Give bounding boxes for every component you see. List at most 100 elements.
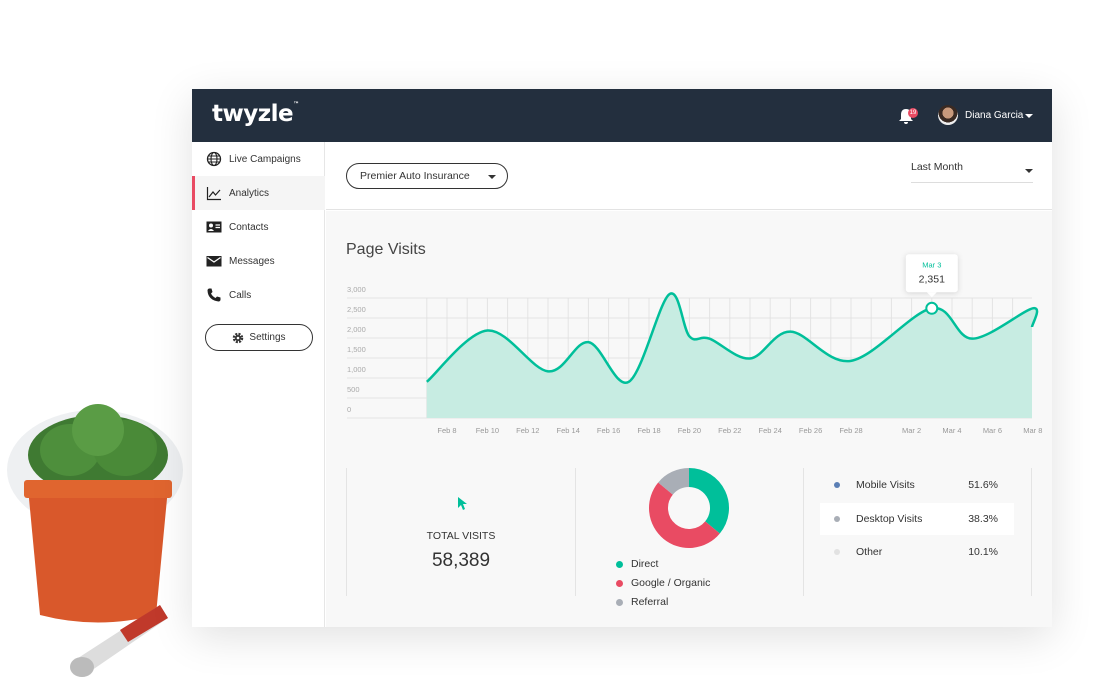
device-label: Other [856,546,883,558]
user-name[interactable]: Diana Garcia [965,110,1024,121]
globe-icon [206,151,222,167]
tooltip-arrow [926,292,937,298]
x-tick-label: Feb 22 [718,426,741,435]
campaign-dropdown[interactable]: Premier Auto Insurance [346,163,508,189]
gear-icon [233,332,244,343]
envelope-icon [206,256,222,267]
legend-referral: Referral [616,596,668,608]
chevron-down-icon[interactable] [1025,114,1033,118]
logo[interactable]: twyzle™ [212,101,299,127]
x-tick-label: Mar 8 [1023,426,1042,435]
highlight-point [925,301,939,315]
y-tick-label: 500 [347,385,360,394]
traffic-donut-chart [649,468,729,548]
period-dropdown[interactable]: Last Month [911,161,1033,183]
x-tick-label: Feb 16 [597,426,620,435]
legend-label: Direct [631,558,659,570]
avatar[interactable] [938,105,958,125]
x-tick-label: Mar 6 [983,426,1002,435]
y-tick-label: 2,500 [347,305,366,314]
total-visits-card: TOTAL VISITS 58,389 [346,468,575,596]
sidebar-item-analytics[interactable]: Analytics [192,176,325,210]
legend-label: Google / Organic [631,577,711,589]
x-tick-label: Feb 12 [516,426,539,435]
analytics-content: Page Visits 0 500 1,000 1,500 2,000 2,500 3,00… [326,211,1052,627]
device-dot [834,516,840,522]
total-visits-label: TOTAL VISITS [426,530,496,542]
donut-slice-direct [688,468,729,534]
area-fill [426,293,1038,418]
phone-icon [207,288,221,302]
trademark: ™ [293,101,299,108]
logo-text: twyzle [212,101,294,127]
y-tick-label: 3,000 [347,285,366,294]
y-tick-label: 2,000 [347,325,366,334]
sidebar-item-live-campaigns[interactable]: Live Campaigns [192,142,325,176]
sidebar-item-contacts[interactable]: Contacts [192,210,325,244]
device-label: Desktop Visits [856,513,923,525]
x-tick-label: Mar 2 [902,426,921,435]
sidebar-item-label: Contacts [229,221,269,233]
legend-dot [616,598,623,606]
device-label: Mobile Visits [856,479,915,491]
app-window: twyzle™ 19 Diana Garcia Live Campaigns A… [192,89,1052,627]
sidebar-item-messages[interactable]: Messages [192,244,325,278]
page-title: Page Visits [346,241,426,258]
y-tick-label: 0 [347,405,351,414]
legend-label: Referral [631,596,669,608]
y-tick-label: 1,500 [347,345,366,354]
legend-dot [616,560,623,568]
x-tick-label: Feb 24 [759,426,782,435]
tooltip-value: 2,351 [919,273,945,285]
total-visits-value: 58,389 [431,550,491,571]
caret-down-icon [488,175,496,179]
device-pct: 10.1% [968,546,998,558]
device-pct: 51.6% [968,479,998,491]
chart-tooltip: Mar 3 2,351 [905,254,958,298]
donut-slice-google-organic [649,482,720,548]
sidebar: Live Campaigns Analytics Contacts Messag… [192,142,325,627]
contact-card-icon [206,221,222,233]
legend-google-organic: Google / Organic [616,577,710,589]
x-tick-label: Feb 26 [799,426,822,435]
device-pct: 38.3% [968,513,998,525]
sidebar-item-label: Messages [229,255,275,267]
device-row-desktop[interactable]: Desktop Visits 38.3% [820,503,1014,535]
series-line [425,292,1039,384]
page-visits-chart: 0 500 1,000 1,500 2,000 2,500 3,000 Feb 8 Feb 10… [347,254,1042,435]
devices-card [803,468,1032,596]
chart-line-icon [206,187,221,201]
device-dot [834,549,840,555]
toolbar: Premier Auto Insurance Last Month [326,142,1052,210]
tooltip-date: Mar 3 [922,260,941,269]
device-row-mobile[interactable]: Mobile Visits 51.6% [820,469,1014,501]
cursor-icon [458,497,467,510]
tooltip-box [905,254,958,293]
cactus-pot-illustration [7,404,183,677]
donut-slice-referral [658,468,690,496]
y-tick-label: 1,000 [347,365,366,374]
sidebar-item-label: Calls [229,289,252,301]
caret-down-icon [1025,169,1033,173]
device-row-other[interactable]: Other 10.1% [820,536,1014,568]
x-tick-label: Feb 18 [637,426,660,435]
sidebar-item-label: Analytics [229,187,270,199]
x-tick-label: Feb 14 [557,426,580,435]
settings-button[interactable]: Settings [205,324,313,351]
sidebar-item-label: Live Campaigns [229,153,301,165]
x-tick-label: Feb 10 [476,426,499,435]
settings-label: Settings [249,332,286,343]
period-value: Last Month [911,161,963,173]
sidebar-item-calls[interactable]: Calls [192,278,325,312]
notification-badge: 19 [908,108,918,118]
campaign-value: Premier Auto Insurance [360,170,470,182]
x-tick-label: Mar 4 [942,426,961,435]
traffic-sources-card [575,468,803,596]
device-dot [834,482,840,488]
legend-dot [616,579,623,587]
x-tick-label: Feb 8 [437,426,456,435]
legend-direct: Direct [616,558,658,570]
x-tick-label: Feb 20 [678,426,701,435]
top-header: twyzle™ 19 Diana Garcia [192,89,1052,142]
x-tick-label: Feb 28 [839,426,862,435]
